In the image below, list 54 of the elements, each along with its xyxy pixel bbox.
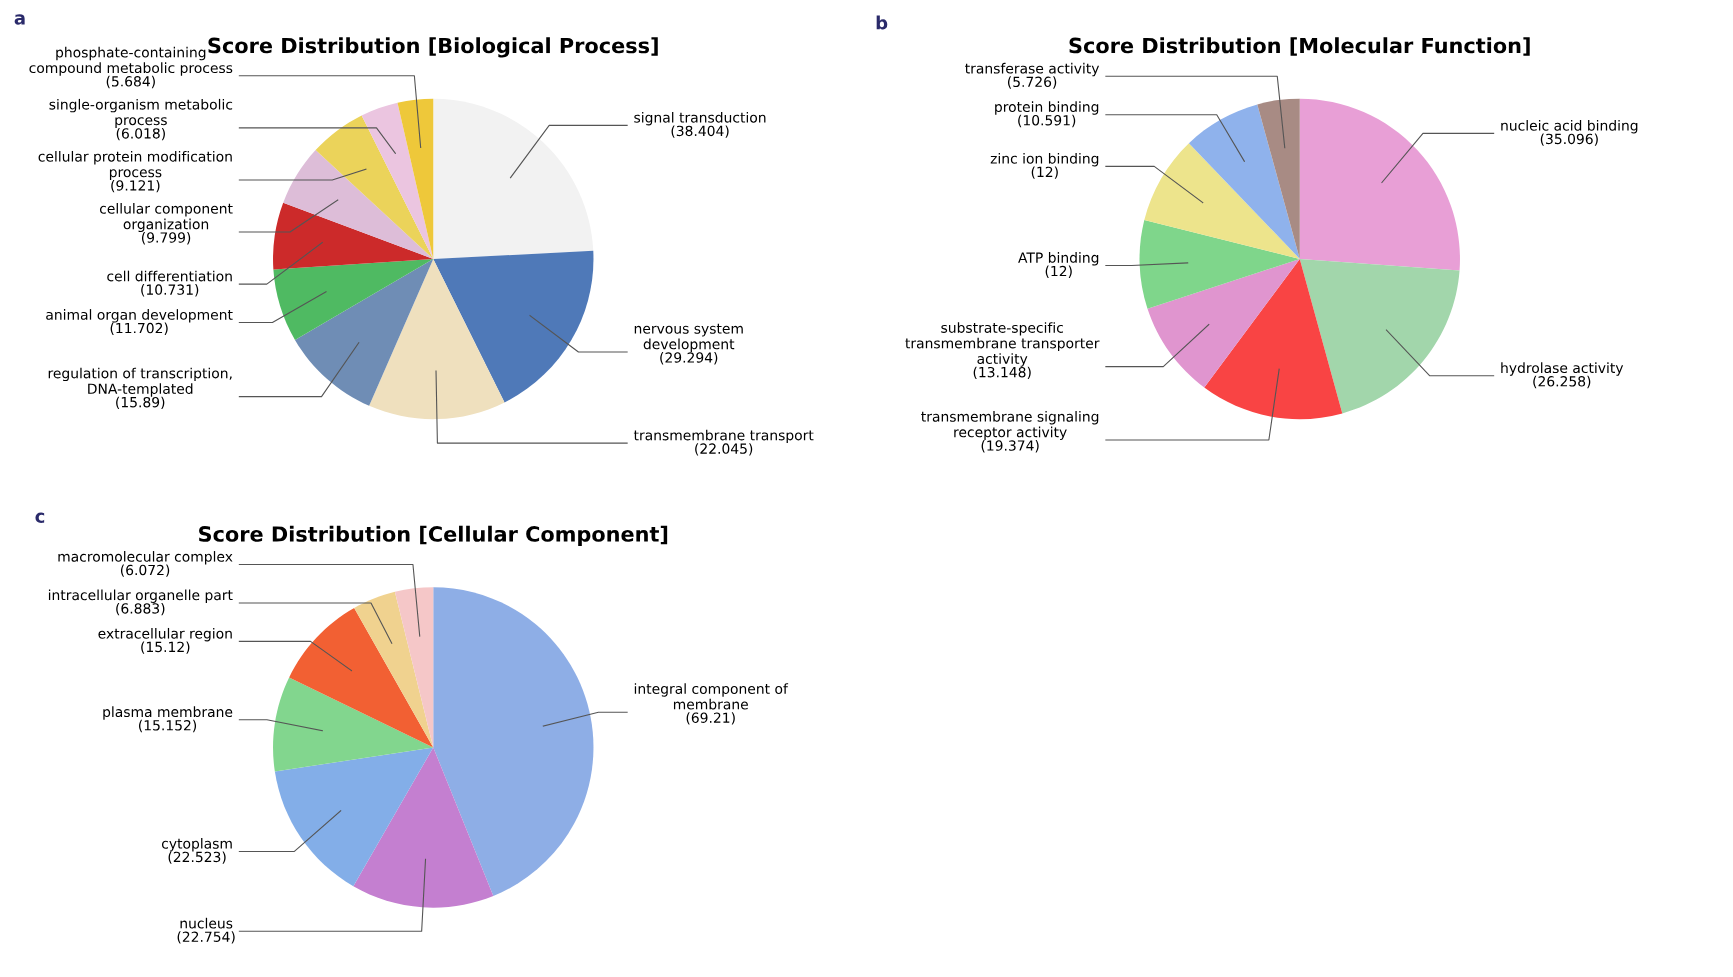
data-label: (6.072): [120, 564, 170, 577]
data-label: (9.121): [111, 179, 160, 193]
slice-label: intracellular organelle part: [48, 589, 233, 603]
slice-label: single-organism metabolic process: [49, 98, 233, 128]
slice-label: cell differentiation: [107, 270, 232, 282]
slice-label: cellular component organization: [99, 203, 233, 233]
data-label: (12): [1031, 166, 1058, 179]
data-label: (22.754): [177, 931, 235, 944]
text: a: [14, 14, 25, 25]
slice-label: integral component of membrane: [634, 683, 789, 710]
data-label: (15.12): [141, 641, 190, 654]
data-label: (19.374): [981, 440, 1039, 453]
slice-label: protein binding: [995, 101, 1099, 115]
slice-label: transmembrane signaling receptor activity: [921, 411, 1099, 441]
slice-label: extracellular region: [98, 627, 232, 642]
slice-label: transferase activity: [965, 62, 1100, 77]
slice-label: hydrolase activity: [1501, 362, 1624, 376]
data-label: (22.045): [695, 443, 753, 456]
slice-label: cytoplasm: [161, 838, 232, 852]
slice-label: zinc ion binding: [990, 152, 1099, 167]
data-label: (9.799): [141, 232, 191, 245]
data-label: (11.702): [110, 322, 168, 335]
data-label: (10.731): [141, 284, 199, 297]
data-label: (15.152): [139, 719, 197, 733]
data-label: (10.591): [1018, 114, 1076, 128]
text: c: [35, 512, 45, 523]
data-label: (26.258): [1533, 375, 1591, 389]
slice-label: nucleic acid binding: [1501, 119, 1638, 134]
slice-label: cellular protein modification process: [38, 150, 232, 180]
slice-label: ATP binding: [1018, 252, 1099, 266]
data-label: (12): [1045, 265, 1072, 278]
data-label: (5.684): [106, 75, 155, 89]
text: b: [876, 15, 888, 30]
chart-title: Score Distribution [Cellular Component]: [199, 525, 668, 546]
data-label: (38.404): [671, 125, 729, 138]
data-label: (5.726): [1007, 76, 1057, 89]
data-label: (29.294): [660, 352, 718, 365]
slice-label: nucleus: [180, 917, 233, 929]
slice-label: signal transduction: [634, 111, 766, 126]
data-label: (6.018): [116, 127, 165, 141]
chart-title: Score Distribution [Molecular Function]: [1069, 37, 1530, 56]
slice-label: regulation of transcription, DNA-templated: [48, 367, 232, 397]
data-label: (35.096): [1540, 133, 1598, 146]
data-label: (22.523): [168, 851, 226, 864]
slice-label: transmembrane transport: [633, 429, 814, 444]
slice-label: nervous system development: [634, 323, 743, 353]
slice-label: substrate-specific transmembrane transporter activity: [905, 322, 1100, 367]
slice-label: macromolecular complex: [58, 551, 233, 565]
data-label: (69.21): [686, 712, 735, 725]
data-label: (15.89): [116, 396, 165, 410]
slice-label: plasma membrane: [103, 706, 233, 720]
data-label: (13.148): [973, 366, 1031, 380]
data-label: (6.883): [116, 602, 165, 616]
slice-label: animal organ development: [46, 309, 233, 323]
